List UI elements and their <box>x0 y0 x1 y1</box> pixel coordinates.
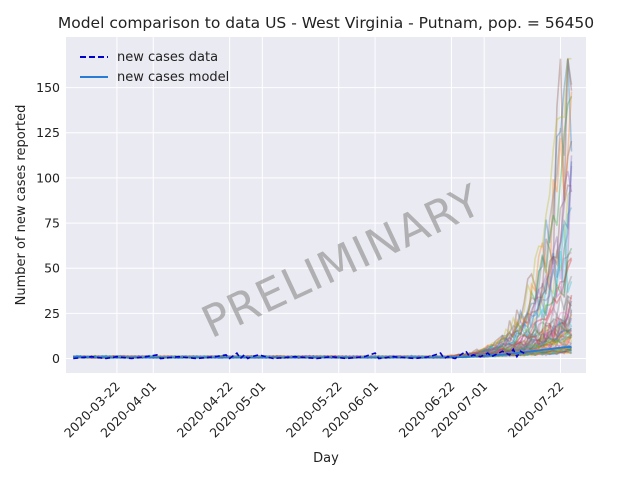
y-tick-label: 150 <box>36 80 60 95</box>
y-tick-label: 125 <box>36 125 60 140</box>
legend-label-model: new cases model <box>117 70 229 85</box>
legend-label-data: new cases data <box>117 50 218 65</box>
y-tick-label: 0 <box>52 351 60 366</box>
x-tick-label: 2020-07-22 <box>505 379 567 441</box>
y-tick-label: 75 <box>44 216 60 231</box>
y-tick-labels: 0 25 50 75 100 125 150 <box>36 80 60 366</box>
chart-title: Model comparison to data US - West Virgi… <box>58 14 594 32</box>
y-tick-label: 50 <box>44 261 60 276</box>
y-tick-label: 25 <box>44 306 60 321</box>
y-axis-title: Number of new cases reported <box>14 105 29 306</box>
legend: new cases data new cases model <box>80 50 229 85</box>
x-axis-title: Day <box>313 451 339 466</box>
y-tick-label: 100 <box>36 170 60 185</box>
series-layer <box>73 345 572 360</box>
plot-area <box>66 37 586 373</box>
grid-x <box>116 37 562 373</box>
series-line-model <box>73 345 572 359</box>
series-line-data <box>73 347 525 360</box>
grid-y <box>66 87 586 360</box>
